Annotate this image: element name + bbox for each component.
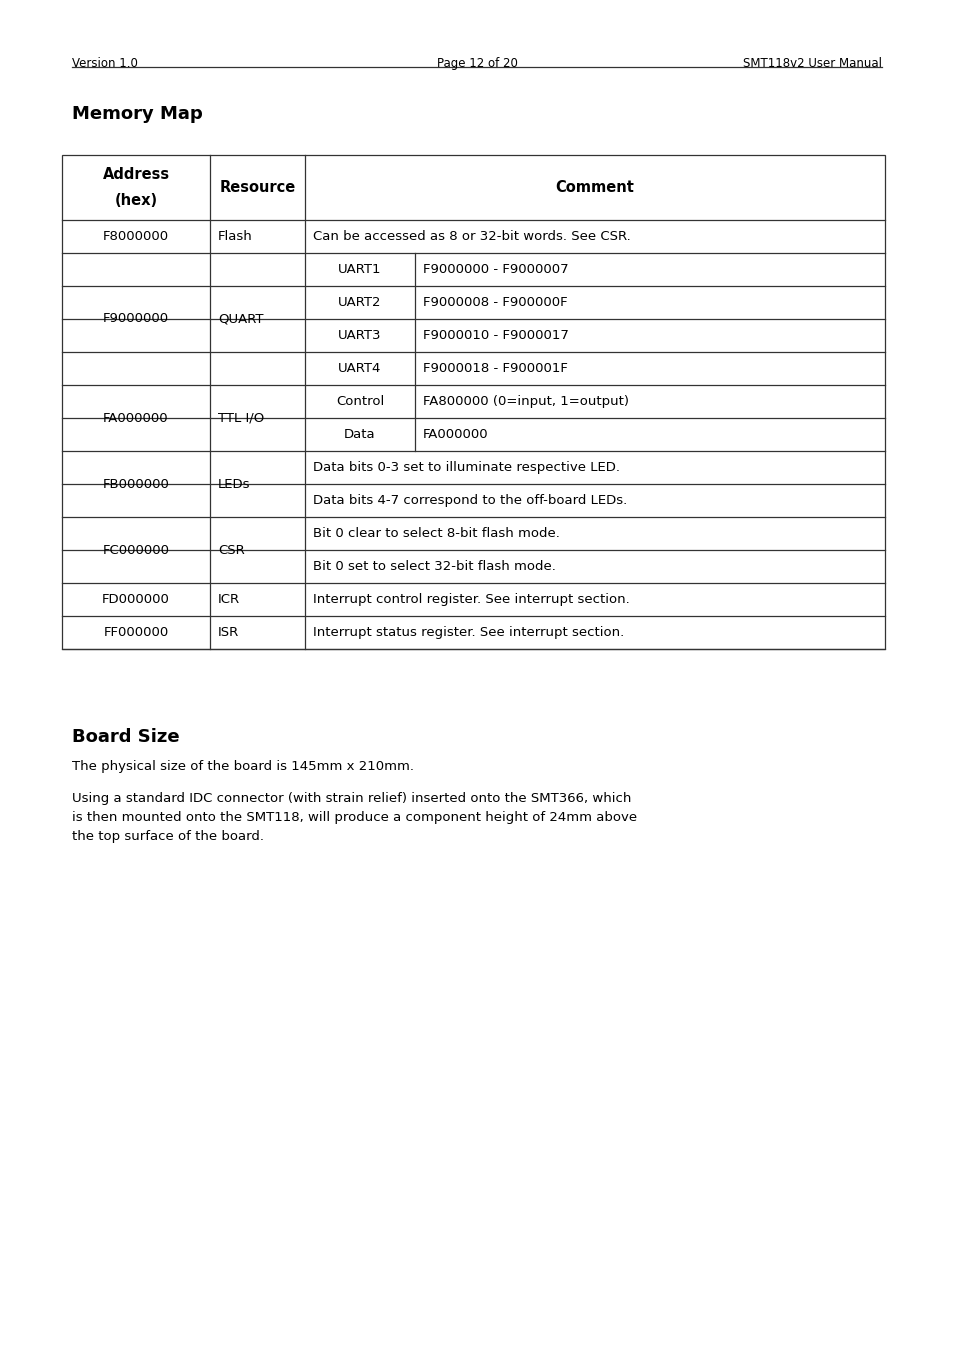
Text: Data bits 0-3 set to illuminate respective LED.: Data bits 0-3 set to illuminate respecti…	[313, 461, 619, 474]
Text: Memory Map: Memory Map	[71, 105, 203, 123]
Text: UART1: UART1	[338, 263, 381, 276]
Text: LEDs: LEDs	[218, 477, 251, 490]
Bar	[62, 155, 884, 648]
Text: Bit 0 set to select 32-bit flash mode.: Bit 0 set to select 32-bit flash mode.	[313, 561, 556, 573]
Text: Can be accessed as 8 or 32-bit words. See CSR.: Can be accessed as 8 or 32-bit words. Se…	[313, 230, 630, 243]
Text: Control: Control	[335, 394, 384, 408]
Text: FD000000: FD000000	[102, 593, 170, 607]
Text: F9000010 - F9000017: F9000010 - F9000017	[422, 330, 568, 342]
Text: Interrupt control register. See interrupt section.: Interrupt control register. See interrup…	[313, 593, 629, 607]
Text: Page 12 of 20: Page 12 of 20	[436, 57, 517, 70]
Text: UART4: UART4	[338, 362, 381, 376]
Text: FB000000: FB000000	[103, 477, 170, 490]
Text: The physical size of the board is 145mm x 210mm.: The physical size of the board is 145mm …	[71, 761, 414, 773]
Text: ISR: ISR	[218, 626, 239, 639]
Text: Interrupt status register. See interrupt section.: Interrupt status register. See interrupt…	[313, 626, 623, 639]
Text: Data bits 4-7 correspond to the off-board LEDs.: Data bits 4-7 correspond to the off-boar…	[313, 494, 626, 507]
Text: Flash: Flash	[218, 230, 253, 243]
Text: Board Size: Board Size	[71, 728, 179, 746]
Text: Using a standard IDC connector (with strain relief) inserted onto the SMT366, wh: Using a standard IDC connector (with str…	[71, 792, 631, 805]
Text: Resource: Resource	[219, 180, 295, 195]
Text: Address: Address	[102, 168, 170, 182]
Text: TTL I/O: TTL I/O	[218, 412, 264, 424]
Text: QUART: QUART	[218, 312, 263, 326]
Text: is then mounted onto the SMT118, will produce a component height of 24mm above: is then mounted onto the SMT118, will pr…	[71, 811, 637, 824]
Text: ICR: ICR	[218, 593, 240, 607]
Text: F8000000: F8000000	[103, 230, 169, 243]
Text: FF000000: FF000000	[103, 626, 169, 639]
Text: UART3: UART3	[338, 330, 381, 342]
Text: Data: Data	[344, 428, 375, 440]
Text: F9000018 - F900001F: F9000018 - F900001F	[422, 362, 567, 376]
Text: FA000000: FA000000	[103, 412, 169, 424]
Text: Version 1.0: Version 1.0	[71, 57, 138, 70]
Text: FC000000: FC000000	[102, 543, 170, 557]
Text: the top surface of the board.: the top surface of the board.	[71, 830, 264, 843]
Text: CSR: CSR	[218, 543, 245, 557]
Text: F9000008 - F900000F: F9000008 - F900000F	[422, 296, 567, 309]
Text: SMT118v2 User Manual: SMT118v2 User Manual	[742, 57, 882, 70]
Text: UART2: UART2	[338, 296, 381, 309]
Text: FA800000 (0=input, 1=output): FA800000 (0=input, 1=output)	[422, 394, 628, 408]
Text: (hex): (hex)	[114, 193, 157, 208]
Text: FA000000: FA000000	[422, 428, 488, 440]
Text: Bit 0 clear to select 8-bit flash mode.: Bit 0 clear to select 8-bit flash mode.	[313, 527, 559, 540]
Text: F9000000: F9000000	[103, 312, 169, 326]
Text: F9000000 - F9000007: F9000000 - F9000007	[422, 263, 568, 276]
Text: Comment: Comment	[555, 180, 634, 195]
